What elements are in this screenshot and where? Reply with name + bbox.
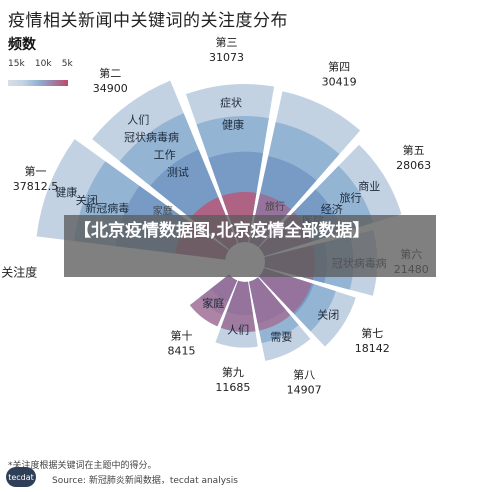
legend-tick: 10k xyxy=(34,59,52,69)
topic-bar-core xyxy=(189,274,238,327)
topic-value-label: 28063 xyxy=(396,159,431,172)
topic-value-label: 8415 xyxy=(168,344,196,357)
keyword-label: 健康 xyxy=(222,118,244,132)
legend-title: 频数 xyxy=(8,37,36,53)
topic-value-label: 31073 xyxy=(209,51,244,64)
topic-value-label: 30419 xyxy=(322,76,357,89)
topic-value-label: 14907 xyxy=(287,383,322,396)
tecdat-logo: tecdat xyxy=(6,467,36,487)
topic-value-label: 34900 xyxy=(93,82,128,95)
topic-name-label: 第九 xyxy=(222,365,244,379)
keyword-label: 冠状病毒病 xyxy=(124,130,179,144)
topic-value-label: 37812.5 xyxy=(13,180,59,193)
topic-name-label: 第十 xyxy=(171,328,193,342)
source-prefix: Source: xyxy=(52,476,86,486)
topic-bar-core xyxy=(249,277,291,331)
topic-name-label: 第七 xyxy=(361,326,383,340)
keyword-label: 需要 xyxy=(270,331,292,344)
topic-name-label: 第四 xyxy=(328,60,350,74)
keyword-label: 家庭 xyxy=(202,296,224,310)
radial-axis-label: 关注度 xyxy=(1,265,37,280)
legend-tick: 5k xyxy=(61,59,73,69)
inner-keyword-label: 家庭 xyxy=(153,205,173,218)
topic-name-label: 第八 xyxy=(293,367,315,381)
keyword-label: 工作 xyxy=(154,149,176,162)
topic-name-label: 第三 xyxy=(216,35,238,49)
topic-bar-core xyxy=(220,280,256,332)
topic-bar-core xyxy=(258,268,312,313)
overlay-banner: 【北京疫情数据图,北京疫情全部数据】 xyxy=(64,215,436,277)
keyword-label: 关闭 xyxy=(76,193,98,207)
keyword-label: 症状 xyxy=(220,96,242,110)
topic-name-label: 第一 xyxy=(25,164,47,178)
legend-color-scale xyxy=(8,80,68,86)
topic-name-label: 第五 xyxy=(403,143,425,157)
legend-ticks: 15k 10k 5k xyxy=(8,59,86,69)
keyword-label: 人们 xyxy=(127,112,149,126)
topic-value-label: 11685 xyxy=(215,381,250,394)
inner-keyword-label: 旅行 xyxy=(265,200,285,213)
keyword-label: 健康 xyxy=(55,185,77,199)
legend-tick: 15k xyxy=(8,59,25,69)
keyword-label: 人们 xyxy=(227,322,249,336)
source-text: 新冠肺炎新闻数据，tecdat analysis xyxy=(88,476,238,486)
topic-value-label: 18142 xyxy=(355,342,390,355)
topic-name-label: 第二 xyxy=(99,66,121,80)
source-line: Source: 新冠肺炎新闻数据，tecdat analysis xyxy=(52,473,238,486)
keyword-label: 关闭 xyxy=(317,307,339,321)
keyword-label: 商业 xyxy=(358,179,380,193)
chart-title: 疫情相关新闻中关键词的关注度分布 xyxy=(8,11,288,31)
footnote: *关注度根据关键词在主题中的得分。 xyxy=(8,461,157,471)
keyword-label: 测试 xyxy=(167,166,189,179)
keyword-label: 经济 xyxy=(321,202,343,216)
keyword-label: 旅行 xyxy=(339,191,361,205)
keyword-label: 新冠病毒 xyxy=(85,201,129,215)
